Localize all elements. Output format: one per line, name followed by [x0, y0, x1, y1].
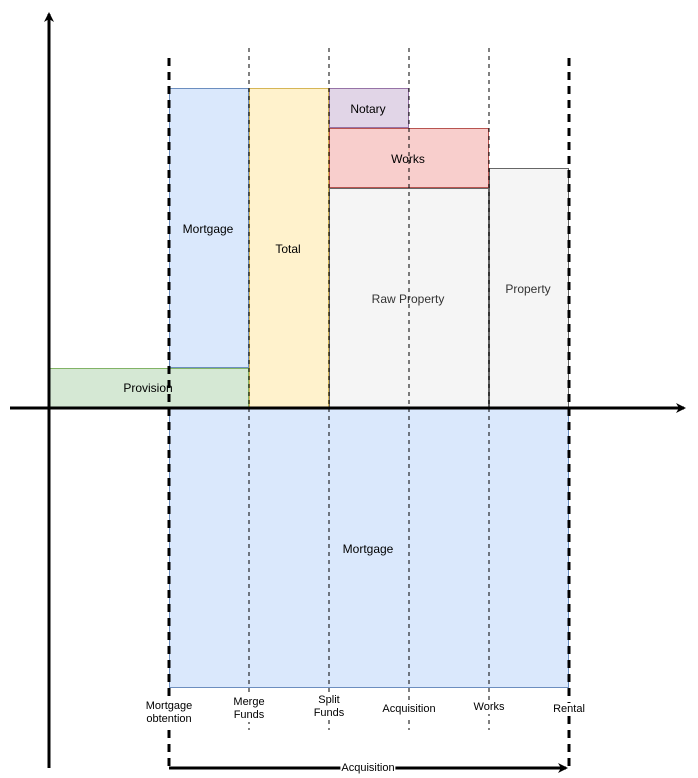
tick-mortgage-obtention: Mortgage obtention — [145, 700, 193, 726]
raw-property-label: Raw Property — [371, 292, 445, 306]
mortgage-top-label: Mortgage — [182, 222, 234, 236]
works-label: Works — [391, 152, 425, 166]
acquisition-span-label: Acquisition — [340, 762, 396, 775]
mortgage-top-block — [169, 88, 249, 368]
tick-works: Works — [473, 701, 505, 714]
notary-label: Notary — [350, 102, 386, 116]
provision-block — [49, 368, 249, 408]
mortgage-bottom-label: Mortgage — [342, 542, 394, 556]
tick-rental: Rental — [553, 703, 585, 716]
total-label: Total — [275, 242, 301, 256]
property-label: Property — [505, 282, 551, 296]
mortgage-bottom-block — [169, 408, 569, 688]
provision-label: Provision — [123, 381, 173, 395]
tick-acquisition: Acquisition — [382, 703, 436, 716]
tick-merge-funds: Merge Funds — [233, 696, 265, 722]
tick-split-funds: Split Funds — [313, 694, 345, 720]
